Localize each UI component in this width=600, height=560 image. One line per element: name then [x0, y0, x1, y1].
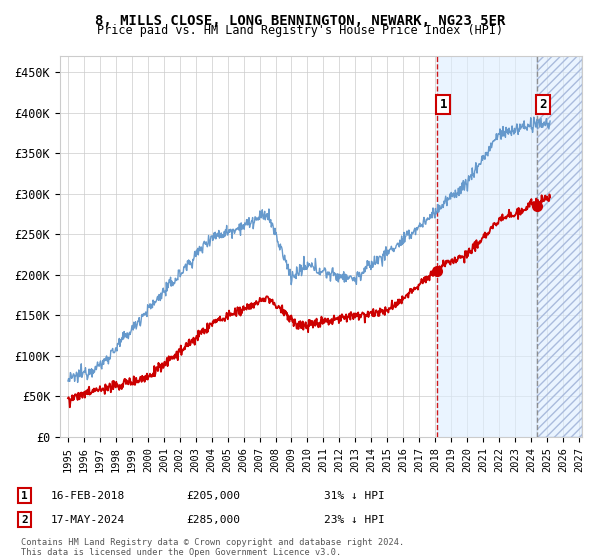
Text: 31% ↓ HPI: 31% ↓ HPI: [324, 491, 385, 501]
Text: 2: 2: [21, 515, 28, 525]
Text: 16-FEB-2018: 16-FEB-2018: [51, 491, 125, 501]
Text: £285,000: £285,000: [186, 515, 240, 525]
Text: 23% ↓ HPI: 23% ↓ HPI: [324, 515, 385, 525]
Text: Contains HM Land Registry data © Crown copyright and database right 2024.
This d: Contains HM Land Registry data © Crown c…: [21, 538, 404, 557]
Text: 8, MILLS CLOSE, LONG BENNINGTON, NEWARK, NG23 5ER: 8, MILLS CLOSE, LONG BENNINGTON, NEWARK,…: [95, 14, 505, 28]
Text: £205,000: £205,000: [186, 491, 240, 501]
Text: 1: 1: [439, 98, 447, 111]
Text: Price paid vs. HM Land Registry's House Price Index (HPI): Price paid vs. HM Land Registry's House …: [97, 24, 503, 37]
Bar: [437, 56, 582, 437]
Text: 17-MAY-2024: 17-MAY-2024: [51, 515, 125, 525]
Text: 1: 1: [21, 491, 28, 501]
Text: 2: 2: [539, 98, 547, 111]
Bar: [537, 56, 582, 437]
